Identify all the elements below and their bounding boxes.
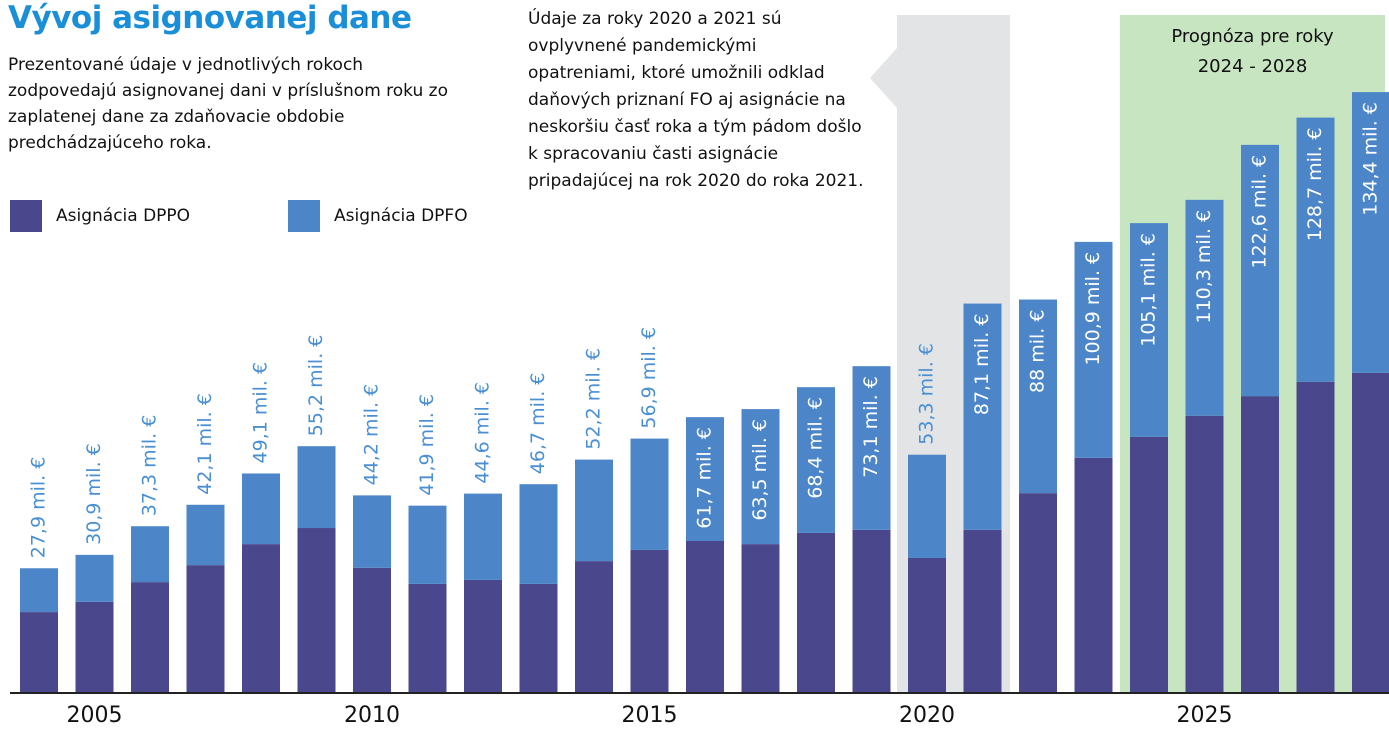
bar-segment: [1130, 436, 1168, 693]
bar-segment: [1074, 457, 1113, 693]
legend-label: Asignácia DPPO: [56, 206, 191, 226]
x-tick-label: 2015: [622, 703, 678, 728]
value-label: 105,1 mil. €: [1138, 233, 1160, 347]
forecast-label: Prognóza pre roky 2024 - 2028: [1120, 22, 1385, 82]
bar-segment: [464, 493, 502, 580]
value-label: 87,1 mil. €: [971, 314, 993, 416]
legend-item: Asignácia DPPO: [10, 200, 190, 232]
bar-segment: [1352, 92, 1389, 373]
value-label: 56,9 mil. €: [638, 327, 660, 429]
bar-segment: [408, 583, 447, 693]
bar-segment: [353, 567, 391, 693]
subtitle: Prezentované údaje v jednotlivých rokoch…: [8, 55, 449, 153]
bar-segment: [186, 504, 225, 566]
bar-segment: [297, 446, 336, 529]
value-label: 63,5 mil. €: [749, 419, 771, 521]
x-tick-label: 2025: [1177, 703, 1233, 728]
bar-segment: [630, 549, 669, 693]
forecast-line: 2024 - 2028: [1197, 56, 1308, 77]
value-label: 88 mil. €: [1027, 310, 1049, 393]
value-label: 52,2 mil. €: [583, 348, 605, 450]
value-label: 100,9 mil. €: [1082, 252, 1104, 366]
bar-segment: [186, 565, 225, 693]
x-tick-label: 2010: [344, 703, 400, 728]
bar-segment: [852, 529, 891, 693]
bar-segment: [1185, 199, 1224, 416]
x-tick-label: 2005: [67, 703, 123, 728]
bar-segment: [242, 473, 280, 545]
bar-segment: [1130, 223, 1168, 437]
bar-segment: [963, 303, 1002, 530]
value-label: 61,7 mil. €: [694, 427, 716, 529]
value-label: 30,9 mil. €: [83, 443, 105, 545]
bar-segment: [1296, 117, 1335, 382]
bar-segment: [852, 366, 891, 530]
bar-segment: [741, 409, 780, 545]
bar-segment: [1296, 381, 1335, 693]
bar-segment: [20, 612, 58, 693]
bar-segment: [464, 579, 502, 693]
bar-segment: [630, 438, 669, 550]
bar-segment: [1074, 241, 1113, 458]
bar-segment: [519, 583, 558, 693]
bar-segment: [963, 529, 1002, 693]
bar-segment: [242, 544, 280, 693]
annotation: Údaje za roky 2020 a 2021 sú ovplyvnené …: [528, 9, 864, 191]
forecast-line: Prognóza pre roky: [1171, 26, 1334, 47]
value-label: 68,4 mil. €: [805, 397, 827, 499]
bar-segment: [908, 557, 946, 693]
bar-segment: [1185, 415, 1224, 693]
value-label: 128,7 mil. €: [1304, 128, 1326, 242]
bar-segment: [1241, 144, 1279, 397]
chart-title: Vývoj asignovanej dane: [8, 0, 412, 36]
bar-segment: [797, 532, 835, 693]
legend-swatch: [10, 200, 42, 232]
bar-segment: [797, 387, 835, 533]
value-label: 44,2 mil. €: [361, 384, 383, 486]
bar-segment: [519, 484, 558, 584]
bar-segment: [131, 526, 169, 583]
value-label: 134,4 mil. €: [1360, 102, 1382, 216]
bar-segment: [408, 505, 447, 584]
bar-segment: [353, 495, 391, 568]
legend-item: Asignácia DPFO: [288, 200, 468, 232]
bar-segment: [131, 582, 169, 693]
value-label: 122,6 mil. €: [1249, 155, 1271, 269]
bar-segment: [1019, 299, 1057, 494]
bar-segment: [908, 454, 946, 558]
value-label: 37,3 mil. €: [139, 415, 161, 517]
value-label: 44,6 mil. €: [472, 382, 494, 484]
x-tick-label: 2020: [899, 703, 955, 728]
bar-segment: [297, 528, 336, 693]
value-label: 110,3 mil. €: [1193, 210, 1215, 324]
value-label: 46,7 mil. €: [527, 373, 549, 475]
bar-segment: [686, 540, 724, 693]
legend-swatch: [288, 200, 320, 232]
value-label: 42,1 mil. €: [194, 393, 216, 495]
bar-segment: [575, 561, 613, 693]
bar-segment: [1352, 372, 1389, 693]
bar-segment: [1241, 396, 1279, 693]
bar-segment: [575, 459, 613, 562]
bar-segment: [741, 544, 780, 693]
callout-pointer: [870, 48, 897, 108]
legend-label: Asignácia DPFO: [334, 206, 468, 226]
bar-segment: [75, 554, 114, 602]
bar-segment: [75, 601, 114, 693]
value-label: 53,3 mil. €: [916, 343, 938, 445]
value-label: 27,9 mil. €: [28, 457, 50, 559]
value-label: 55,2 mil. €: [305, 335, 327, 437]
bar-segment: [686, 417, 724, 541]
value-label: 49,1 mil. €: [250, 362, 272, 464]
bar-segment: [20, 568, 58, 613]
value-label: 41,9 mil. €: [416, 394, 438, 496]
bar-segment: [1019, 493, 1057, 693]
value-label: 73,1 mil. €: [860, 376, 882, 478]
